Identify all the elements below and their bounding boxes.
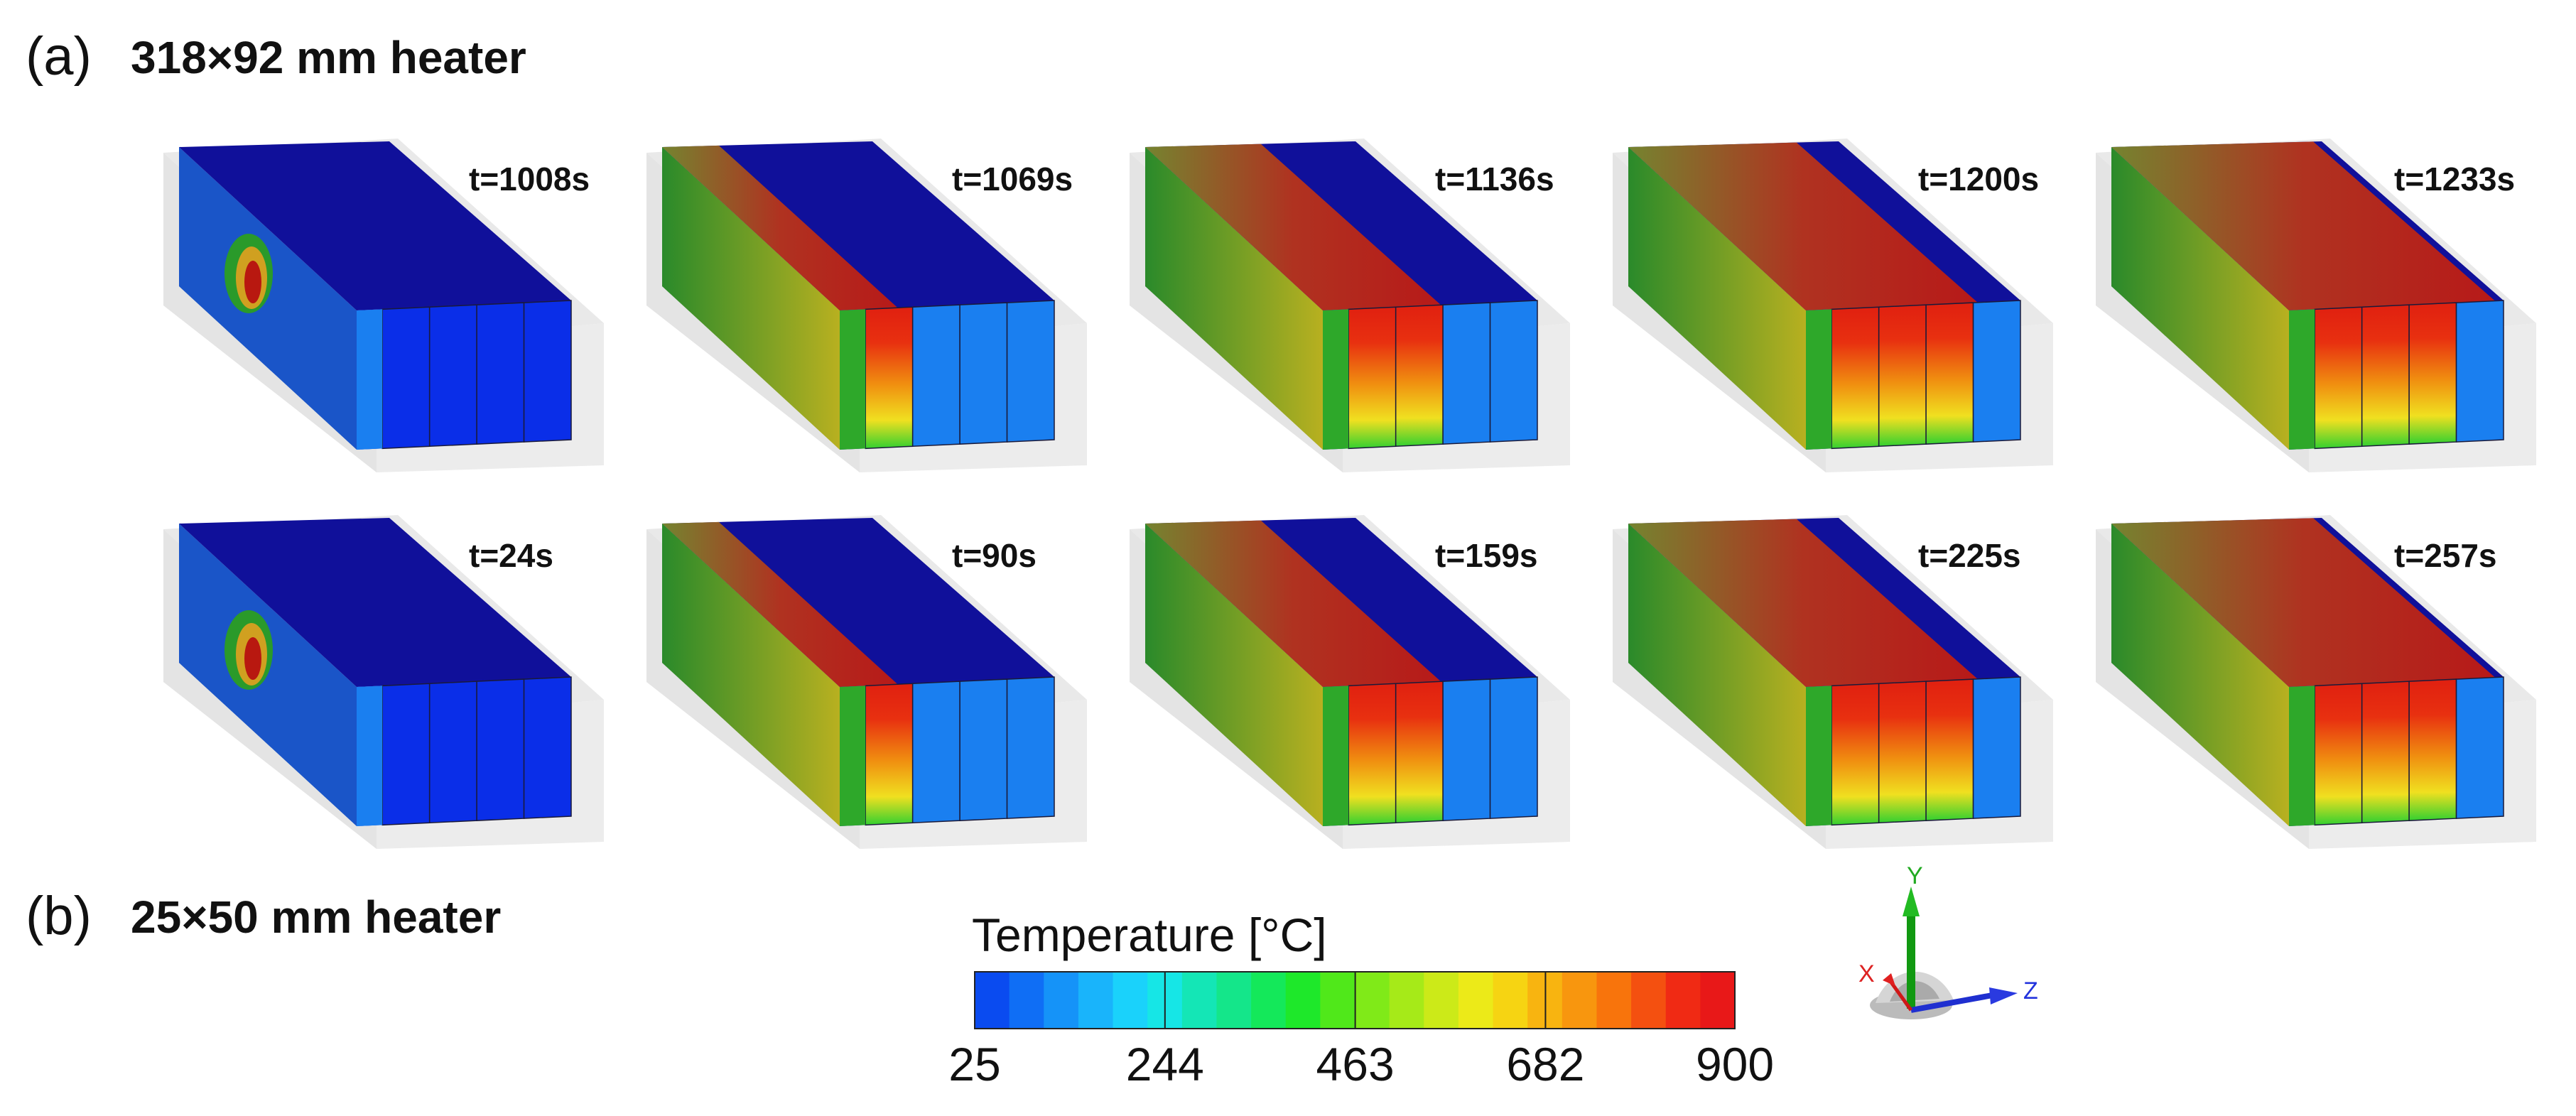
colorbar-segment <box>1181 972 1218 1029</box>
time-label: t=257s <box>2394 537 2497 574</box>
battery-model-render <box>1613 139 2053 472</box>
colorbar-segment <box>1078 972 1114 1029</box>
axis-y-label: Y <box>1907 862 1923 889</box>
colorbar-title: Temperature [°C] <box>972 909 1327 961</box>
axis-z-label: Z <box>2023 977 2038 1004</box>
time-label: t=1008s <box>469 161 590 197</box>
colorbar-segment <box>1251 972 1287 1029</box>
colorbar-segment <box>1562 972 1598 1029</box>
battery-model-render <box>163 139 604 472</box>
colorbar-segment <box>975 972 1010 1029</box>
colorbar-tick-label: 900 <box>1695 1038 1775 1090</box>
colorbar-segment <box>1285 972 1321 1029</box>
battery-model-render <box>1130 139 1570 472</box>
frame-b-3: t=159s <box>1130 508 1570 863</box>
frame-a-2: t=1069s <box>646 131 1087 487</box>
frame-a-5: t=1233s <box>2096 131 2536 487</box>
battery-model-render <box>1130 515 1570 849</box>
axis-x-label: X <box>1858 960 1875 987</box>
frame-a-3: t=1136s <box>1130 131 1570 487</box>
colorbar-tick-label: 682 <box>1506 1038 1585 1090</box>
frame-a-4: t=1200s <box>1613 131 2053 487</box>
colorbar-segment <box>1355 972 1390 1029</box>
battery-model-render <box>646 139 1087 472</box>
time-label: t=159s <box>1435 537 1538 574</box>
frame-b-4: t=225s <box>1613 508 2053 863</box>
time-label: t=1136s <box>1435 161 1554 197</box>
colorbar-tick-label: 463 <box>1316 1038 1395 1090</box>
frame-b-5: t=257s <box>2096 508 2536 863</box>
colorbar-segment <box>1389 972 1424 1029</box>
frame-b-2: t=90s <box>646 508 1087 863</box>
time-label: t=24s <box>469 537 553 574</box>
temperature-colorbar <box>974 971 1736 1029</box>
frame-a-1: t=1008s <box>163 131 604 487</box>
panel-a-title: 318×92 mm heater <box>131 32 526 83</box>
axis-triad-icon: Y X Z <box>1858 862 2038 1019</box>
colorbar-segment <box>1493 972 1528 1029</box>
time-label: t=1200s <box>1918 161 2040 197</box>
battery-model-render <box>646 515 1087 849</box>
colorbar-segment <box>1113 972 1148 1029</box>
colorbar-tick-label: 244 <box>1125 1038 1204 1090</box>
colorbar-segment <box>1700 972 1736 1029</box>
colorbar-segment <box>1458 972 1494 1029</box>
time-label: t=90s <box>952 537 1037 574</box>
colorbar-segment <box>1424 972 1459 1029</box>
panel-b-title: 25×50 mm heater <box>131 892 502 943</box>
time-label: t=1069s <box>952 161 1073 197</box>
colorbar-segment <box>1009 972 1044 1029</box>
colorbar-tick-label: 25 <box>948 1038 1001 1090</box>
colorbar-segment <box>1631 972 1667 1029</box>
battery-model-render <box>163 515 604 849</box>
colorbar-segment <box>1665 972 1701 1029</box>
frame-b-1: t=24s <box>163 508 604 863</box>
battery-model-render <box>2096 139 2536 472</box>
panel-b-letter: (b) <box>26 886 92 946</box>
colorbar-segment <box>1044 972 1079 1029</box>
time-label: t=1233s <box>2394 161 2516 197</box>
battery-model-render <box>1613 515 2053 849</box>
battery-model-render <box>2096 515 2536 849</box>
colorbar-segment <box>1320 972 1355 1029</box>
panel-a-letter: (a) <box>26 26 92 87</box>
colorbar-segment <box>1216 972 1252 1029</box>
colorbar-segment <box>1596 972 1632 1029</box>
time-label: t=225s <box>1918 537 2021 574</box>
